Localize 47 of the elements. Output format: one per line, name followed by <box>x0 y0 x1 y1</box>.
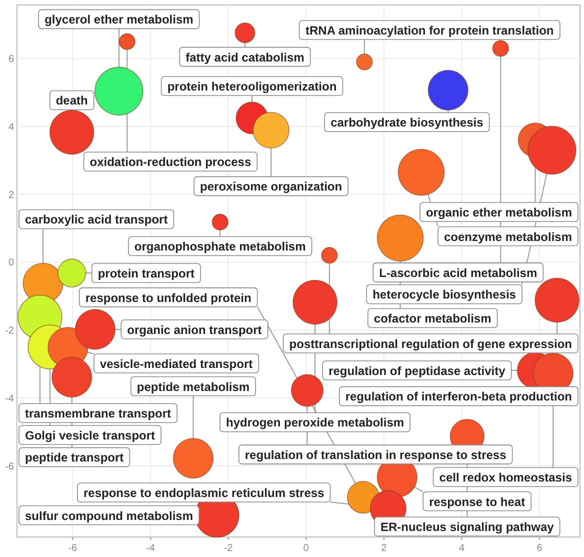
annotation: peptide metabolism <box>136 380 250 394</box>
annotation: protein transport <box>98 266 195 281</box>
annotation: posttranscriptional regulation of gene expression <box>289 336 572 351</box>
y-tick-label: -4 <box>5 393 14 404</box>
annotation: hydrogen peroxide metabolism <box>226 416 404 430</box>
annotation: organic anion transport <box>127 322 262 337</box>
annotation: coenzyme metabolism <box>444 230 572 244</box>
annotation: fatty acid catabolism <box>186 50 304 64</box>
x-tick-label: 4 <box>458 543 465 554</box>
annotation: regulation of peptidase activity <box>328 364 506 378</box>
annotation: response to heat <box>429 494 526 509</box>
annotation: response to unfolded protein <box>85 290 252 305</box>
annotation: carbohydrate biosynthesis <box>330 116 484 130</box>
annotation: ER-nucleus signaling pathway <box>380 520 554 534</box>
annotation: peptide transport <box>25 450 124 465</box>
y-tick-label: 4 <box>8 122 14 133</box>
annotation: organic ether metabolism <box>426 206 572 220</box>
annotation: cell redox homeostasis <box>439 470 572 485</box>
annotation: Golgi vesicle transport <box>24 428 156 442</box>
annotation: death <box>56 94 88 108</box>
annotation: organophosphate metabolism <box>134 240 306 254</box>
annotation: oxidation-reduction process <box>90 155 252 170</box>
x-tick-label: 6 <box>536 543 543 554</box>
x-tick-label: -6 <box>68 543 78 554</box>
annotation: L-ascorbic acid metabolism <box>379 266 538 280</box>
annotation: cofactor metabolism <box>374 312 492 326</box>
y-tick-label: -2 <box>5 326 14 337</box>
annotation: transmembrane transport <box>24 406 172 421</box>
y-tick-label: 0 <box>8 258 14 269</box>
y-tick-label: 2 <box>8 190 14 201</box>
x-tick-label: -4 <box>146 543 156 554</box>
y-tick-label: -6 <box>5 461 14 472</box>
annotation: heterocycle biosynthesis <box>372 288 516 302</box>
x-tick-label: 0 <box>303 543 310 554</box>
annotation: tRNA aminoacylation for protein translation <box>305 24 554 38</box>
annotation: response to endoplasmic reticulum stress <box>83 486 325 500</box>
annotation: peroxisome organization <box>200 180 342 194</box>
annotation: regulation of translation in response to stress <box>244 448 507 462</box>
annotation: carboxylic acid transport <box>25 212 168 227</box>
annotation: vesicle-mediated transport <box>100 356 253 371</box>
annotation: glycerol ether metabolism <box>44 12 194 27</box>
x-tick-label: -2 <box>224 543 234 554</box>
x-tick-label: 2 <box>381 543 388 554</box>
annotation: sulfur compound metabolism <box>25 508 194 523</box>
annotation: regulation of interferon-beta production <box>345 390 572 404</box>
annotation: protein heterooligomerization <box>167 79 337 94</box>
y-tick-label: 6 <box>8 54 14 66</box>
